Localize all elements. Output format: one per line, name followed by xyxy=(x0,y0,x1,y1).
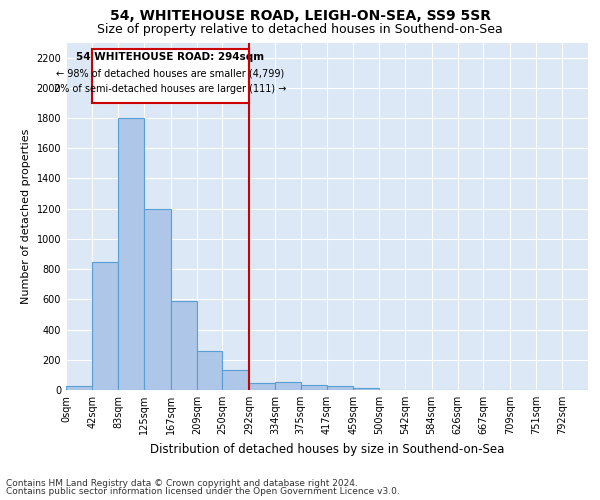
Text: 2% of semi-detached houses are larger (111) →: 2% of semi-detached houses are larger (1… xyxy=(55,84,287,94)
Y-axis label: Number of detached properties: Number of detached properties xyxy=(21,128,31,304)
X-axis label: Distribution of detached houses by size in Southend-on-Sea: Distribution of detached houses by size … xyxy=(150,442,504,456)
Bar xyxy=(92,262,118,390)
Bar xyxy=(353,388,379,390)
Text: Size of property relative to detached houses in Southend-on-Sea: Size of property relative to detached ho… xyxy=(97,22,503,36)
Text: 54, WHITEHOUSE ROAD, LEIGH-ON-SEA, SS9 5SR: 54, WHITEHOUSE ROAD, LEIGH-ON-SEA, SS9 5… xyxy=(110,9,491,23)
Bar xyxy=(327,386,353,390)
Bar xyxy=(144,208,170,390)
Bar xyxy=(275,382,301,390)
Bar xyxy=(301,384,327,390)
Bar xyxy=(118,118,144,390)
Bar xyxy=(249,383,275,390)
Bar xyxy=(170,301,197,390)
Bar xyxy=(197,350,223,390)
Bar xyxy=(92,48,249,103)
Text: Contains public sector information licensed under the Open Government Licence v3: Contains public sector information licen… xyxy=(6,487,400,496)
Bar xyxy=(223,370,249,390)
Bar xyxy=(66,386,92,390)
Text: ← 98% of detached houses are smaller (4,799): ← 98% of detached houses are smaller (4,… xyxy=(56,68,284,78)
Text: 54 WHITEHOUSE ROAD: 294sqm: 54 WHITEHOUSE ROAD: 294sqm xyxy=(76,52,265,62)
Text: Contains HM Land Registry data © Crown copyright and database right 2024.: Contains HM Land Registry data © Crown c… xyxy=(6,478,358,488)
